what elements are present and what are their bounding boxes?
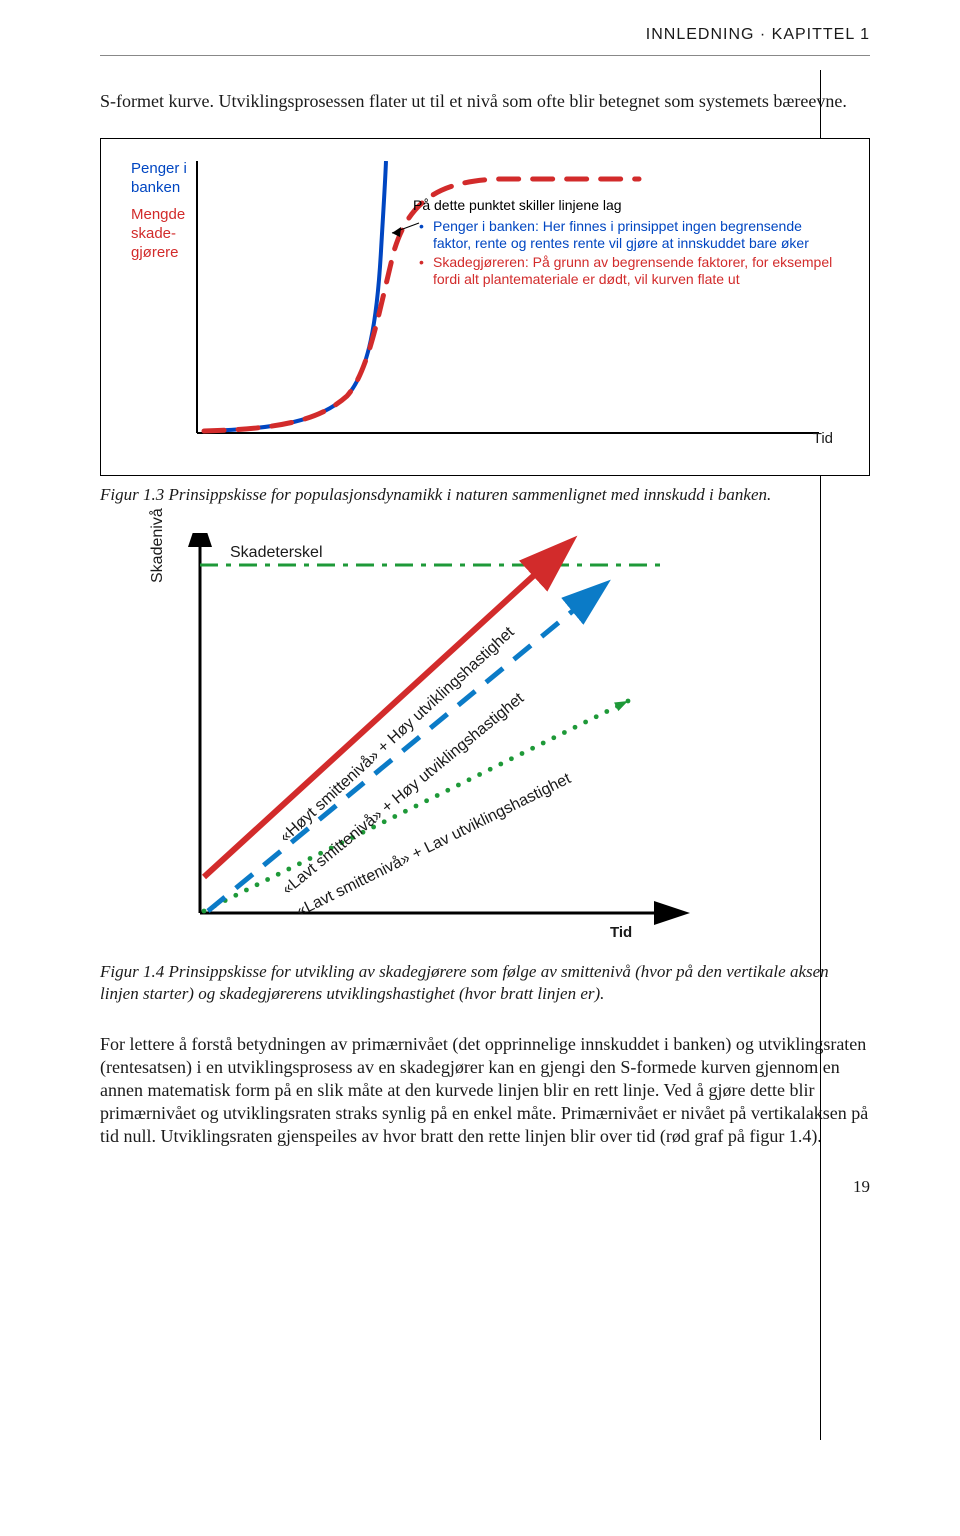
fig1-ylabel-red: Mengde skade- gjørere xyxy=(131,205,187,263)
fig1-annot-red: Skadegjøreren: På grunn av begrensende f… xyxy=(413,254,833,288)
fig1-ylabel-blue: Penger i banken xyxy=(131,159,187,197)
fig1-x-label: Tid xyxy=(813,429,833,448)
fig1-annot-blue: Penger i banken: Her finnes i prinsippet… xyxy=(413,218,833,252)
fig1-y-labels: Penger i banken Mengde skade- gjørere xyxy=(131,159,187,263)
fig1-annot-title: På dette punktet skiller linjene lag xyxy=(413,197,833,214)
fig1-caption: Figur 1.3 Prinsippskisse for populasjons… xyxy=(100,484,870,506)
fig2-x-label: Tid xyxy=(610,923,632,942)
fig1-annotation: På dette punktet skiller linjene lag Pen… xyxy=(413,197,833,288)
page-number: 19 xyxy=(100,1176,870,1198)
page-header: INNLEDNING · KAPITTEL 1 xyxy=(100,25,870,56)
body-paragraph: For lettere å forstå betydningen av prim… xyxy=(100,1033,870,1148)
figure-1-3: Penger i banken Mengde skade- gjørere På… xyxy=(100,138,870,476)
fig2-caption: Figur 1.4 Prinsippskisse for utvikling a… xyxy=(100,961,870,1005)
figure-1-4: Skadenivå Skadeterskel «Hø xyxy=(100,533,870,953)
intro-paragraph: S-formet kurve. Utviklingsprosessen flat… xyxy=(100,90,870,113)
